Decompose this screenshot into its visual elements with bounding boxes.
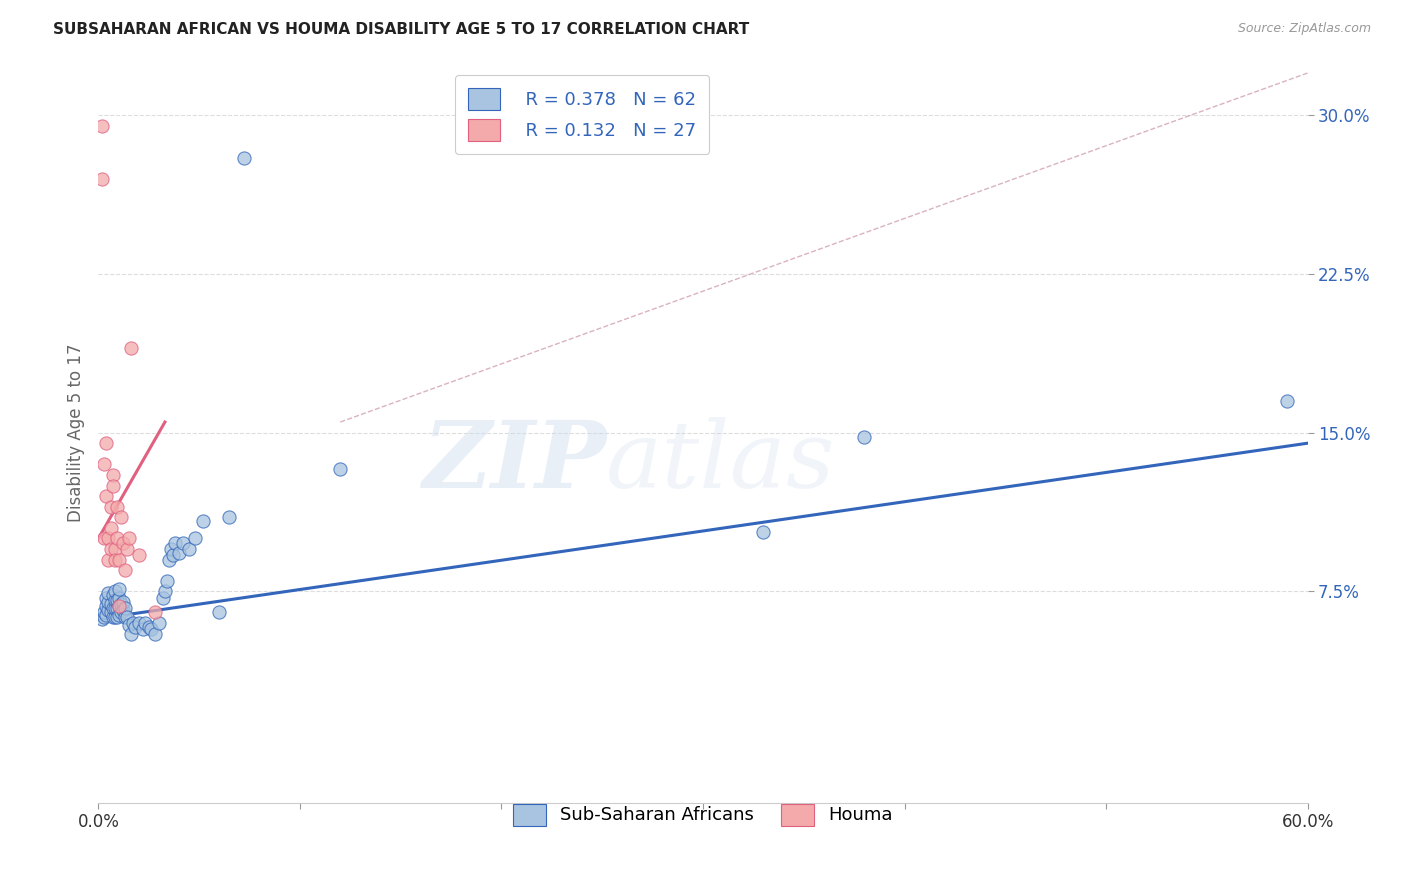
Point [97,603,120,617]
Point [114,601,136,615]
Point [91,612,114,626]
Point [153,584,176,599]
Point [132,623,155,637]
Point [114,563,136,577]
Point [208,606,231,620]
Point [101,478,124,492]
Point [110,597,132,611]
Point [105,609,128,624]
Text: Source: ZipAtlas.com: Source: ZipAtlas.com [1237,22,1371,36]
Point [110,606,132,620]
Point [107,599,129,613]
Point [143,626,166,640]
Point [96,599,118,613]
Point [128,615,150,630]
Text: ZIP: ZIP [422,417,606,508]
Point [1277,393,1299,408]
Point [139,623,162,637]
Point [111,535,134,549]
Point [329,461,352,475]
Point [100,541,122,556]
Point [100,500,122,514]
Point [105,601,128,615]
Point [107,552,129,566]
Point [96,607,118,622]
Point [134,615,156,630]
Point [97,595,120,609]
Point [105,532,128,546]
Point [97,532,120,546]
Point [752,524,775,539]
Point [103,541,125,556]
Point [152,591,174,605]
Point [853,430,876,444]
Point [120,626,142,640]
Text: atlas: atlas [606,417,835,508]
Point [107,582,129,596]
Point [218,510,240,524]
Point [114,609,136,624]
Point [105,592,128,607]
Point [103,592,125,607]
Point [101,467,124,482]
Point [232,151,254,165]
Point [111,595,134,609]
Point [107,599,129,613]
Point [107,607,129,622]
Legend: Sub-Saharan Africans, Houma: Sub-Saharan Africans, Houma [501,791,905,838]
Point [172,535,194,549]
Point [121,615,143,630]
Point [97,586,120,600]
Point [110,510,132,524]
Point [103,584,125,599]
Point [115,609,138,624]
Point [184,532,207,546]
Point [100,521,122,535]
Point [120,341,142,355]
Point [157,552,180,566]
Point [96,436,118,450]
Point [118,618,141,632]
Point [93,609,115,624]
Text: SUBSAHARAN AFRICAN VS HOUMA DISABILITY AGE 5 TO 17 CORRELATION CHART: SUBSAHARAN AFRICAN VS HOUMA DISABILITY A… [53,22,749,37]
Point [91,171,114,186]
Point [143,606,166,620]
Point [100,597,122,611]
Point [148,615,170,630]
Point [124,620,146,634]
Point [96,489,118,503]
Point [100,606,122,620]
Point [179,541,201,556]
Point [93,606,115,620]
Point [162,549,184,563]
Point [101,589,124,603]
Point [156,574,179,588]
Point [91,119,114,133]
Point [160,541,183,556]
Point [115,541,138,556]
Point [96,591,118,605]
Point [118,532,141,546]
Y-axis label: Disability Age 5 to 17: Disability Age 5 to 17 [66,343,84,522]
Point [128,549,150,563]
Point [163,535,186,549]
Point [167,546,190,560]
Point [138,620,160,634]
Point [103,552,125,566]
Point [193,515,215,529]
Point [103,609,125,624]
Point [111,603,134,617]
Point [103,601,125,615]
Point [93,532,115,546]
Point [105,500,128,514]
Point [107,591,129,605]
Point [93,458,115,472]
Point [101,601,124,615]
Point [97,552,120,566]
Point [101,609,124,624]
